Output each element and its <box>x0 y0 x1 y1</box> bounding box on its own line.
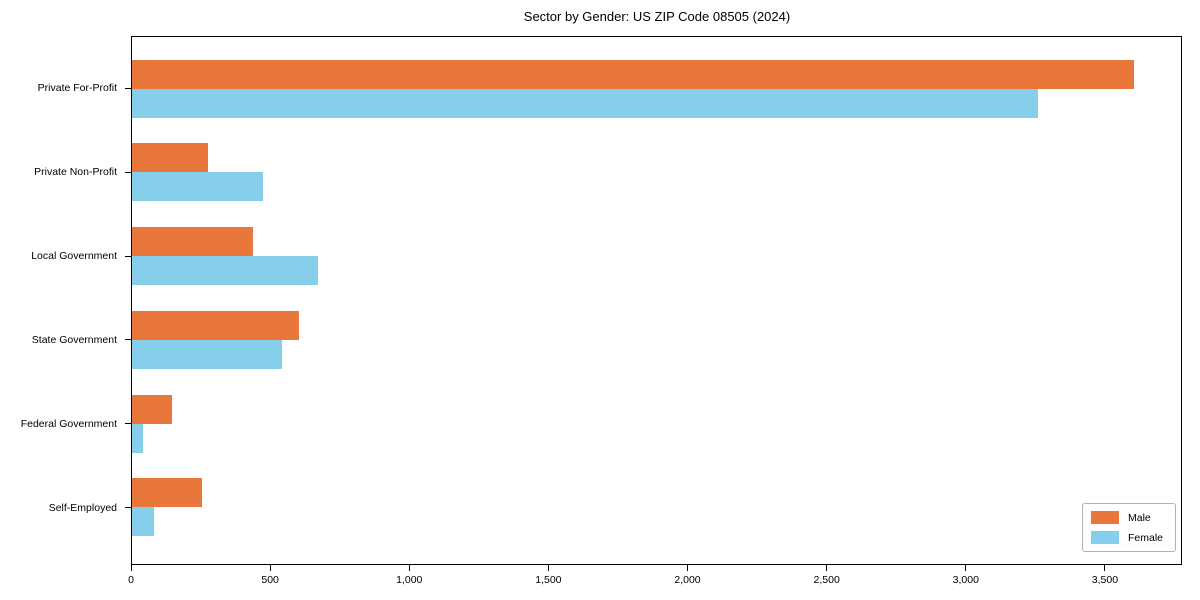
legend-label: Female <box>1127 531 1163 544</box>
y-tick-label: State Government <box>31 334 117 346</box>
x-tick-label: 1,500 <box>535 574 562 586</box>
y-tick-label: Federal Government <box>20 417 117 430</box>
legend: Male Female <box>1081 503 1176 552</box>
legend-swatch <box>1090 511 1119 524</box>
x-axis-ticks: 0 500 1,000 1,500 2,000 2,500 3,000 3,500 <box>128 565 1182 597</box>
bar-female <box>132 256 318 286</box>
bar-female <box>132 172 263 202</box>
x-tick-label: 0 <box>128 574 134 586</box>
x-tick-label: 1,000 <box>396 574 423 586</box>
x-tick-mark <box>408 565 410 571</box>
bar-female <box>132 507 154 537</box>
bar-female <box>132 339 282 369</box>
bar-male <box>132 394 172 424</box>
x-tick-label: 2,000 <box>674 574 701 586</box>
y-tick-label: Private Non-Profit <box>34 166 117 178</box>
x-tick-mark <box>547 565 549 571</box>
y-tick-label: Local Government <box>31 250 117 262</box>
legend-item-female: Female <box>1090 531 1163 544</box>
chart-title: Sector by Gender: US ZIP Code 08505 (202… <box>523 9 791 24</box>
bar-female <box>132 423 144 453</box>
bar-male <box>132 478 202 508</box>
x-tick-mark <box>1104 565 1106 571</box>
x-tick-mark <box>965 565 967 571</box>
x-tick-mark <box>826 565 828 571</box>
x-tick-mark <box>269 565 271 571</box>
y-tick-mark <box>125 88 131 90</box>
x-tick-label: 500 <box>261 574 279 586</box>
y-tick-mark <box>125 423 131 425</box>
plot-area: Male Female <box>125 36 1182 565</box>
y-tick-mark <box>125 339 131 341</box>
y-tick-mark <box>125 255 131 257</box>
y-tick-mark <box>125 506 131 508</box>
bar-groups <box>125 37 1181 564</box>
x-tick-label: 2,500 <box>813 574 840 586</box>
y-tick-mark <box>125 171 131 173</box>
legend-label: Male <box>1127 511 1151 524</box>
x-tick-mark <box>687 565 689 571</box>
bar-male <box>132 227 253 257</box>
x-tick-label: 3,000 <box>952 574 979 586</box>
bar-male <box>132 59 1135 89</box>
y-tick-label: Private For-Profit <box>37 82 117 94</box>
bar-female <box>132 88 1038 118</box>
x-tick-mark <box>130 565 132 571</box>
legend-item-male: Male <box>1090 511 1163 524</box>
y-tick-label: Self-Employed <box>48 502 117 514</box>
bar-male <box>132 143 208 173</box>
y-axis-labels: Private For-Profit Private Non-Profit Loca… <box>0 36 124 565</box>
x-tick-label: 3,500 <box>1091 574 1119 586</box>
bar-male <box>132 310 299 340</box>
legend-swatch <box>1090 531 1119 544</box>
